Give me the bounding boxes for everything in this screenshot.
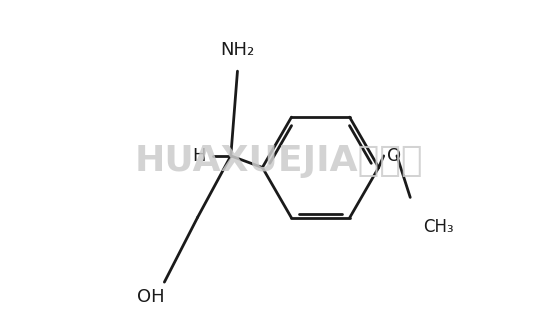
Text: HUAXUEJIA化学加: HUAXUEJIA化学加 — [134, 144, 424, 178]
Text: OH: OH — [137, 288, 165, 306]
Text: CH₃: CH₃ — [424, 218, 454, 236]
Text: H: H — [193, 147, 206, 165]
Text: O: O — [387, 147, 401, 165]
Text: NH₂: NH₂ — [220, 41, 254, 59]
